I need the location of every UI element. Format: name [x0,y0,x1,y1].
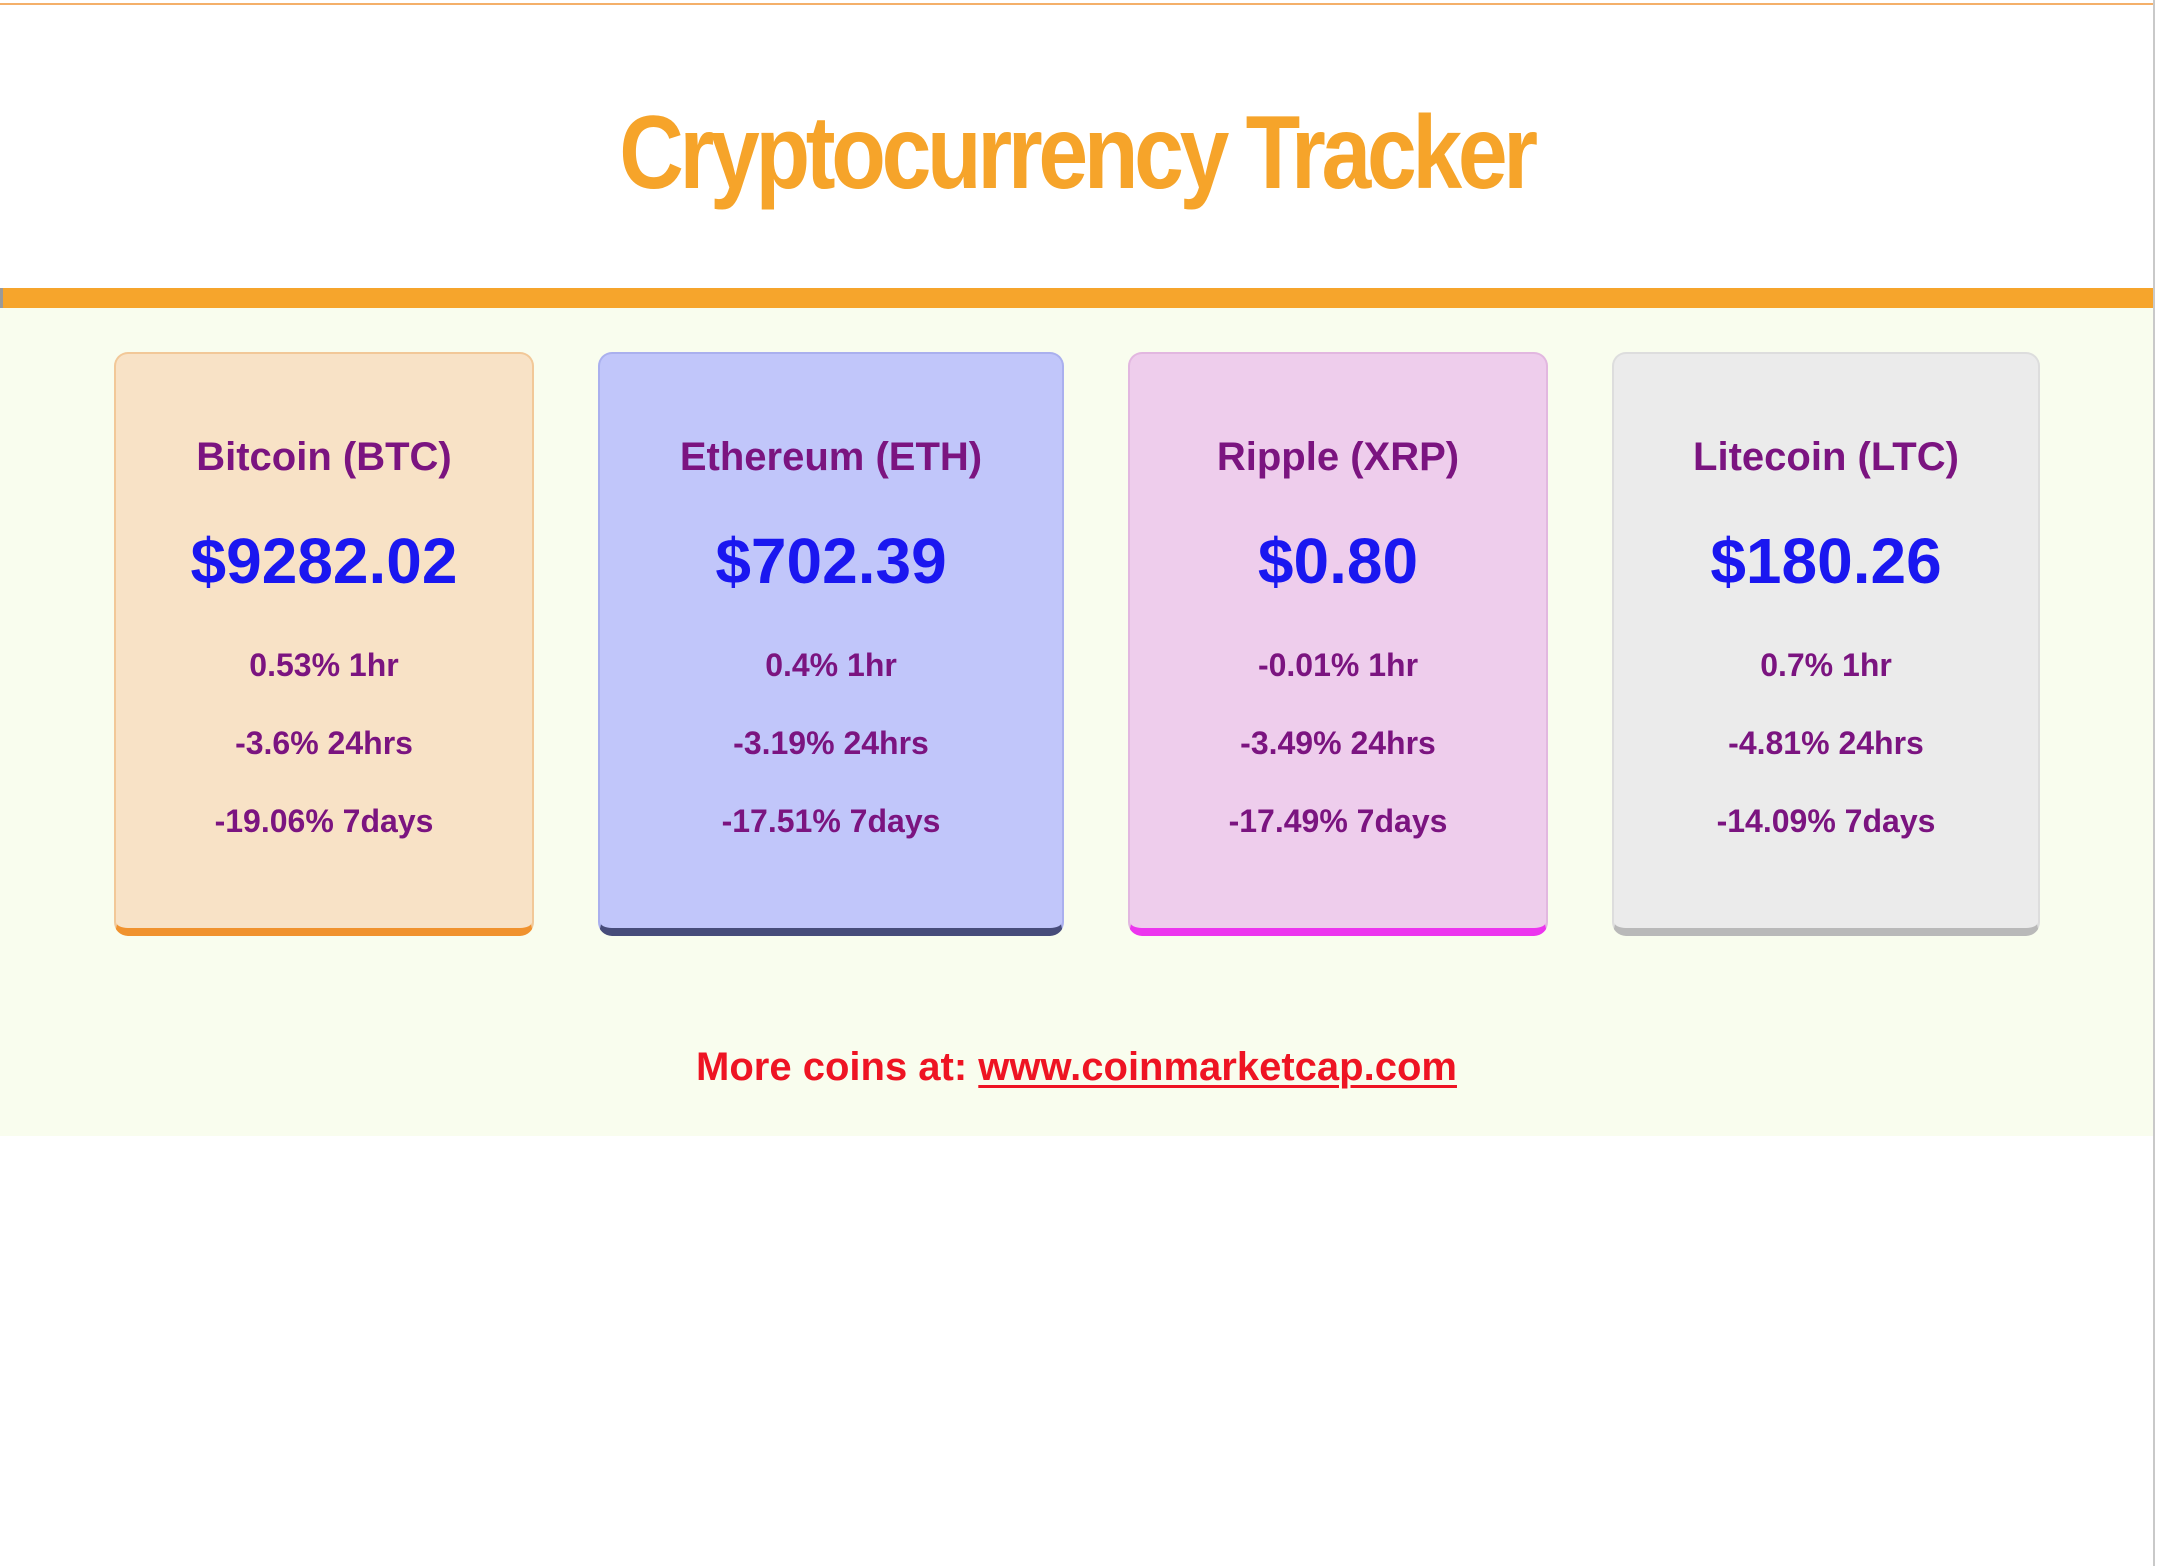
coinmarketcap-link[interactable]: www.coinmarketcap.com [978,1045,1457,1089]
change-7days: -14.09% 7days [1716,803,1936,839]
change-1hr: -0.01% 1hr [1257,647,1419,683]
coin-name: Litecoin (LTC) [1693,435,1959,479]
coin-name: Bitcoin (BTC) [196,435,452,479]
change-7days: -17.51% 7days [721,803,941,839]
change-1hr: 0.53% 1hr [249,647,399,683]
window-right-edge [2153,0,2155,1566]
coin-card-litecoin: Litecoin (LTC) $180.26 0.7% 1hr -4.81% 2… [1612,352,2040,936]
coins-section: Bitcoin (BTC) $9282.02 0.53% 1hr -3.6% 2… [0,308,2153,1136]
coin-card-ripple: Ripple (XRP) $0.80 -0.01% 1hr -3.49% 24h… [1128,352,1548,936]
change-7days: -19.06% 7days [214,803,434,839]
top-border [0,3,2153,5]
change-24hrs: -4.81% 24hrs [1728,725,1924,761]
change-1hr: 0.4% 1hr [765,647,897,683]
more-coins-line: More coins at: www.coinmarketcap.com [0,1044,2153,1090]
change-24hrs: -3.6% 24hrs [235,725,413,761]
change-24hrs: -3.19% 24hrs [733,725,929,761]
coin-card-bitcoin: Bitcoin (BTC) $9282.02 0.53% 1hr -3.6% 2… [114,352,534,936]
page-title: Cryptocurrency Tracker [619,95,1538,211]
coin-price: $180.26 [1710,525,1942,597]
coin-name: Ethereum (ETH) [679,435,983,479]
header-divider-bar [3,288,2153,308]
coin-price: $702.39 [715,525,947,597]
header-bar-edge [0,288,3,308]
coin-price: $9282.02 [190,525,458,597]
coin-price: $0.80 [1257,525,1419,597]
change-1hr: 0.7% 1hr [1760,647,1892,683]
coin-card-ethereum: Ethereum (ETH) $702.39 0.4% 1hr -3.19% 2… [598,352,1064,936]
site-header: Cryptocurrency Tracker [0,5,2153,288]
coin-name: Ripple (XRP) [1216,435,1460,479]
more-coins-label: More coins at: [696,1045,979,1089]
change-7days: -17.49% 7days [1228,803,1448,839]
change-24hrs: -3.49% 24hrs [1240,725,1436,761]
